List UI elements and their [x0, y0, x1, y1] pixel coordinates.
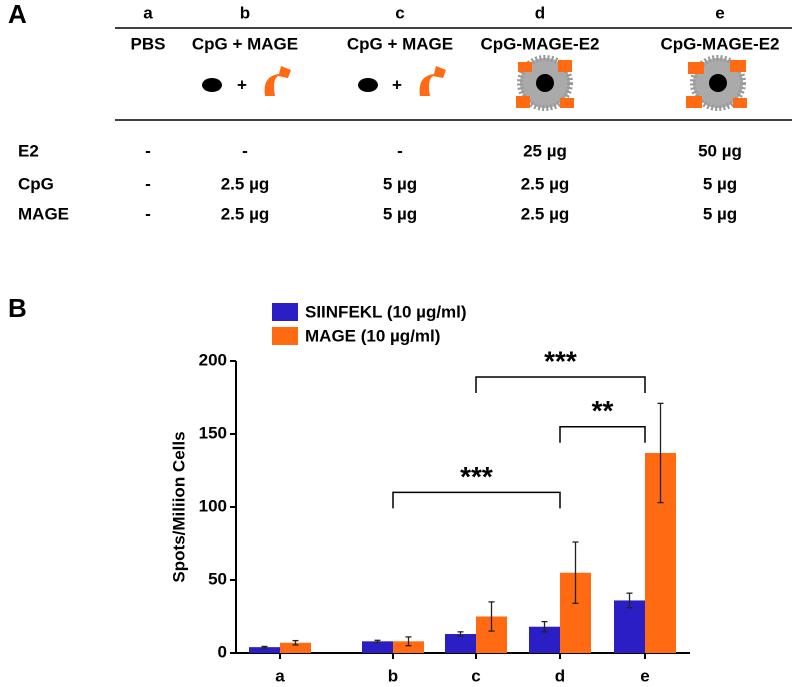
- icon-nanoparticle: [516, 55, 747, 111]
- plus-sign: +: [237, 75, 247, 94]
- error-bar: [405, 636, 412, 647]
- x-tick-label: e: [640, 666, 649, 685]
- y-tick-label: 0: [218, 642, 227, 661]
- bar: [362, 641, 393, 653]
- icon-free: [202, 66, 446, 96]
- y-tick-label: 200: [199, 350, 227, 369]
- legend-label: SIINFEKL (10 µg/ml): [305, 302, 467, 321]
- table-cell: 5 µg: [383, 174, 417, 193]
- table-cell: 2.5 µg: [521, 174, 570, 193]
- column-letter: b: [240, 3, 250, 22]
- significance-bracket: [559, 425, 646, 443]
- significance-label: ***: [460, 461, 493, 492]
- significance-bracket: [475, 376, 646, 394]
- row-label: CpG: [18, 174, 54, 193]
- error-bar: [541, 620, 548, 633]
- bar: [614, 600, 645, 653]
- row-label: E2: [18, 141, 39, 160]
- table-cell: 5 µg: [383, 204, 417, 223]
- column-name: CpG-MAGE-E2: [481, 34, 600, 53]
- legend-label: MAGE (10 µg/ml): [305, 326, 440, 345]
- table-cell: -: [397, 141, 403, 160]
- table-cell: 2.5 µg: [221, 174, 270, 193]
- table-cell: 25 µg: [523, 141, 567, 160]
- panel-label: A: [8, 0, 27, 29]
- error-bar: [488, 601, 495, 632]
- significance-label: ***: [544, 345, 577, 376]
- column-name: CpG + MAGE: [347, 34, 453, 53]
- table-cell: -: [145, 204, 151, 223]
- error-bar: [261, 645, 268, 649]
- y-tick-label: 50: [208, 569, 227, 588]
- significance-label: **: [592, 395, 614, 426]
- error-bar: [626, 592, 633, 609]
- legend-swatch: [272, 303, 298, 321]
- bar: [393, 641, 424, 653]
- error-bar: [657, 402, 664, 504]
- table-cell: -: [242, 141, 248, 160]
- column-name: CpG + MAGE: [192, 34, 298, 53]
- significance-bracket: [392, 491, 561, 509]
- table-cell: -: [145, 141, 151, 160]
- y-tick-label: 150: [199, 423, 227, 442]
- x-tick-label: d: [555, 666, 565, 685]
- table-cell: -: [145, 174, 151, 193]
- column-name: PBS: [131, 34, 166, 53]
- table-cell: 50 µg: [698, 141, 742, 160]
- bar: [445, 634, 476, 653]
- table-cell: 5 µg: [703, 174, 737, 193]
- column-letter: c: [395, 3, 404, 22]
- y-tick-label: 100: [199, 496, 227, 515]
- bar: [249, 647, 280, 653]
- column-letter: e: [715, 3, 724, 22]
- table-cell: 2.5 µg: [521, 204, 570, 223]
- error-bar: [374, 639, 381, 643]
- table-cell: 5 µg: [703, 204, 737, 223]
- column-name: CpG-MAGE-E2: [661, 34, 780, 53]
- plus-sign: +: [392, 75, 402, 94]
- x-tick-label: a: [275, 666, 285, 685]
- legend-swatch: [272, 327, 298, 345]
- table-cell: 2.5 µg: [221, 204, 270, 223]
- x-tick-label: c: [471, 666, 480, 685]
- error-bar: [292, 639, 299, 646]
- row-label: MAGE: [18, 204, 69, 223]
- error-bar: [572, 541, 579, 605]
- y-axis-title: Spots/Miliion Cells: [169, 431, 188, 582]
- x-tick-label: b: [388, 666, 398, 685]
- column-letter: d: [535, 3, 545, 22]
- bar: [280, 642, 311, 653]
- panel-label: B: [8, 293, 27, 323]
- column-letter: a: [143, 3, 153, 22]
- error-bar: [457, 631, 464, 637]
